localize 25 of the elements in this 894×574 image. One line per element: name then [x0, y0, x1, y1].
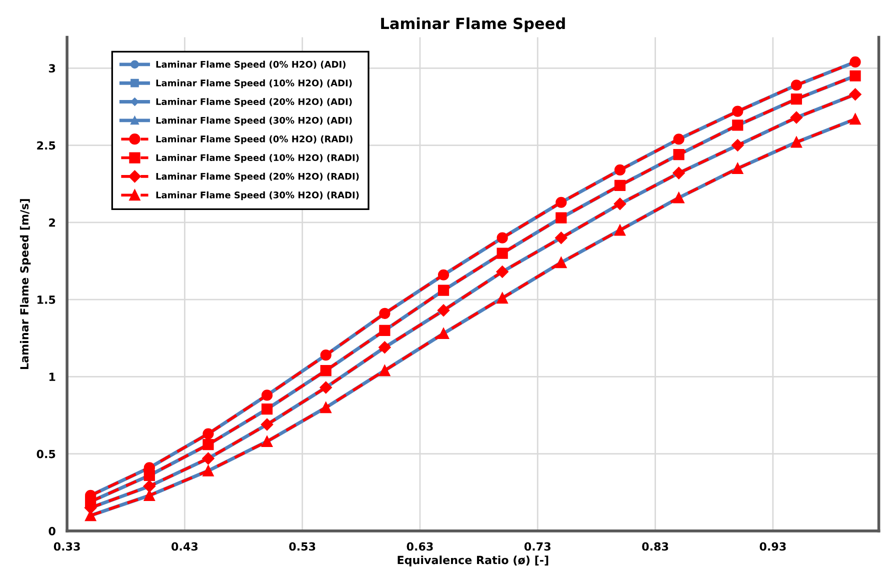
- chart-title: Laminar Flame Speed: [381, 17, 565, 32]
- legend-label: Laminar Flame Speed (30% H2O) (ADI): [156, 116, 352, 126]
- x-tick-label: 0.53: [289, 542, 316, 551]
- legend-label: Laminar Flame Speed (10% H2O) (RADI): [156, 154, 359, 163]
- y-axis-title: Laminar Flame Speed [m/s]: [20, 199, 31, 370]
- x-tick-label: 0.73: [524, 542, 550, 551]
- legend-label: Laminar Flame Speed (0% H2O) (ADI): [156, 60, 346, 70]
- x-tick-label: 0.93: [760, 542, 786, 551]
- x-tick-label: 0.63: [406, 542, 433, 551]
- x-tick-label: 0.33: [54, 542, 80, 551]
- legend-label: Laminar Flame Speed (0% H2O) (RADI): [156, 135, 352, 144]
- legend-label: Laminar Flame Speed (20% H2O) (ADI): [156, 98, 352, 107]
- legend-label: Laminar Flame Speed (20% H2O) (RADI): [156, 172, 359, 182]
- legend-label: Laminar Flame Speed (10% H2O) (ADI): [156, 79, 352, 88]
- legend-label: Laminar Flame Speed (30% H2O) (RADI): [156, 191, 359, 200]
- x-axis-title: Equivalence Ratio (ø) [-]: [398, 556, 548, 566]
- x-tick-label: 0.83: [642, 542, 668, 551]
- y-tick-label: 3: [48, 64, 56, 73]
- y-tick-label: 2.5: [37, 141, 56, 150]
- y-tick-label: 0: [48, 526, 56, 536]
- x-tick-label: 0.43: [172, 542, 198, 551]
- y-tick-label: 0.5: [36, 450, 56, 458]
- y-tick-label: 2: [49, 218, 55, 227]
- y-tick-label: 1: [49, 372, 56, 381]
- y-tick-label: 1.5: [38, 296, 56, 304]
